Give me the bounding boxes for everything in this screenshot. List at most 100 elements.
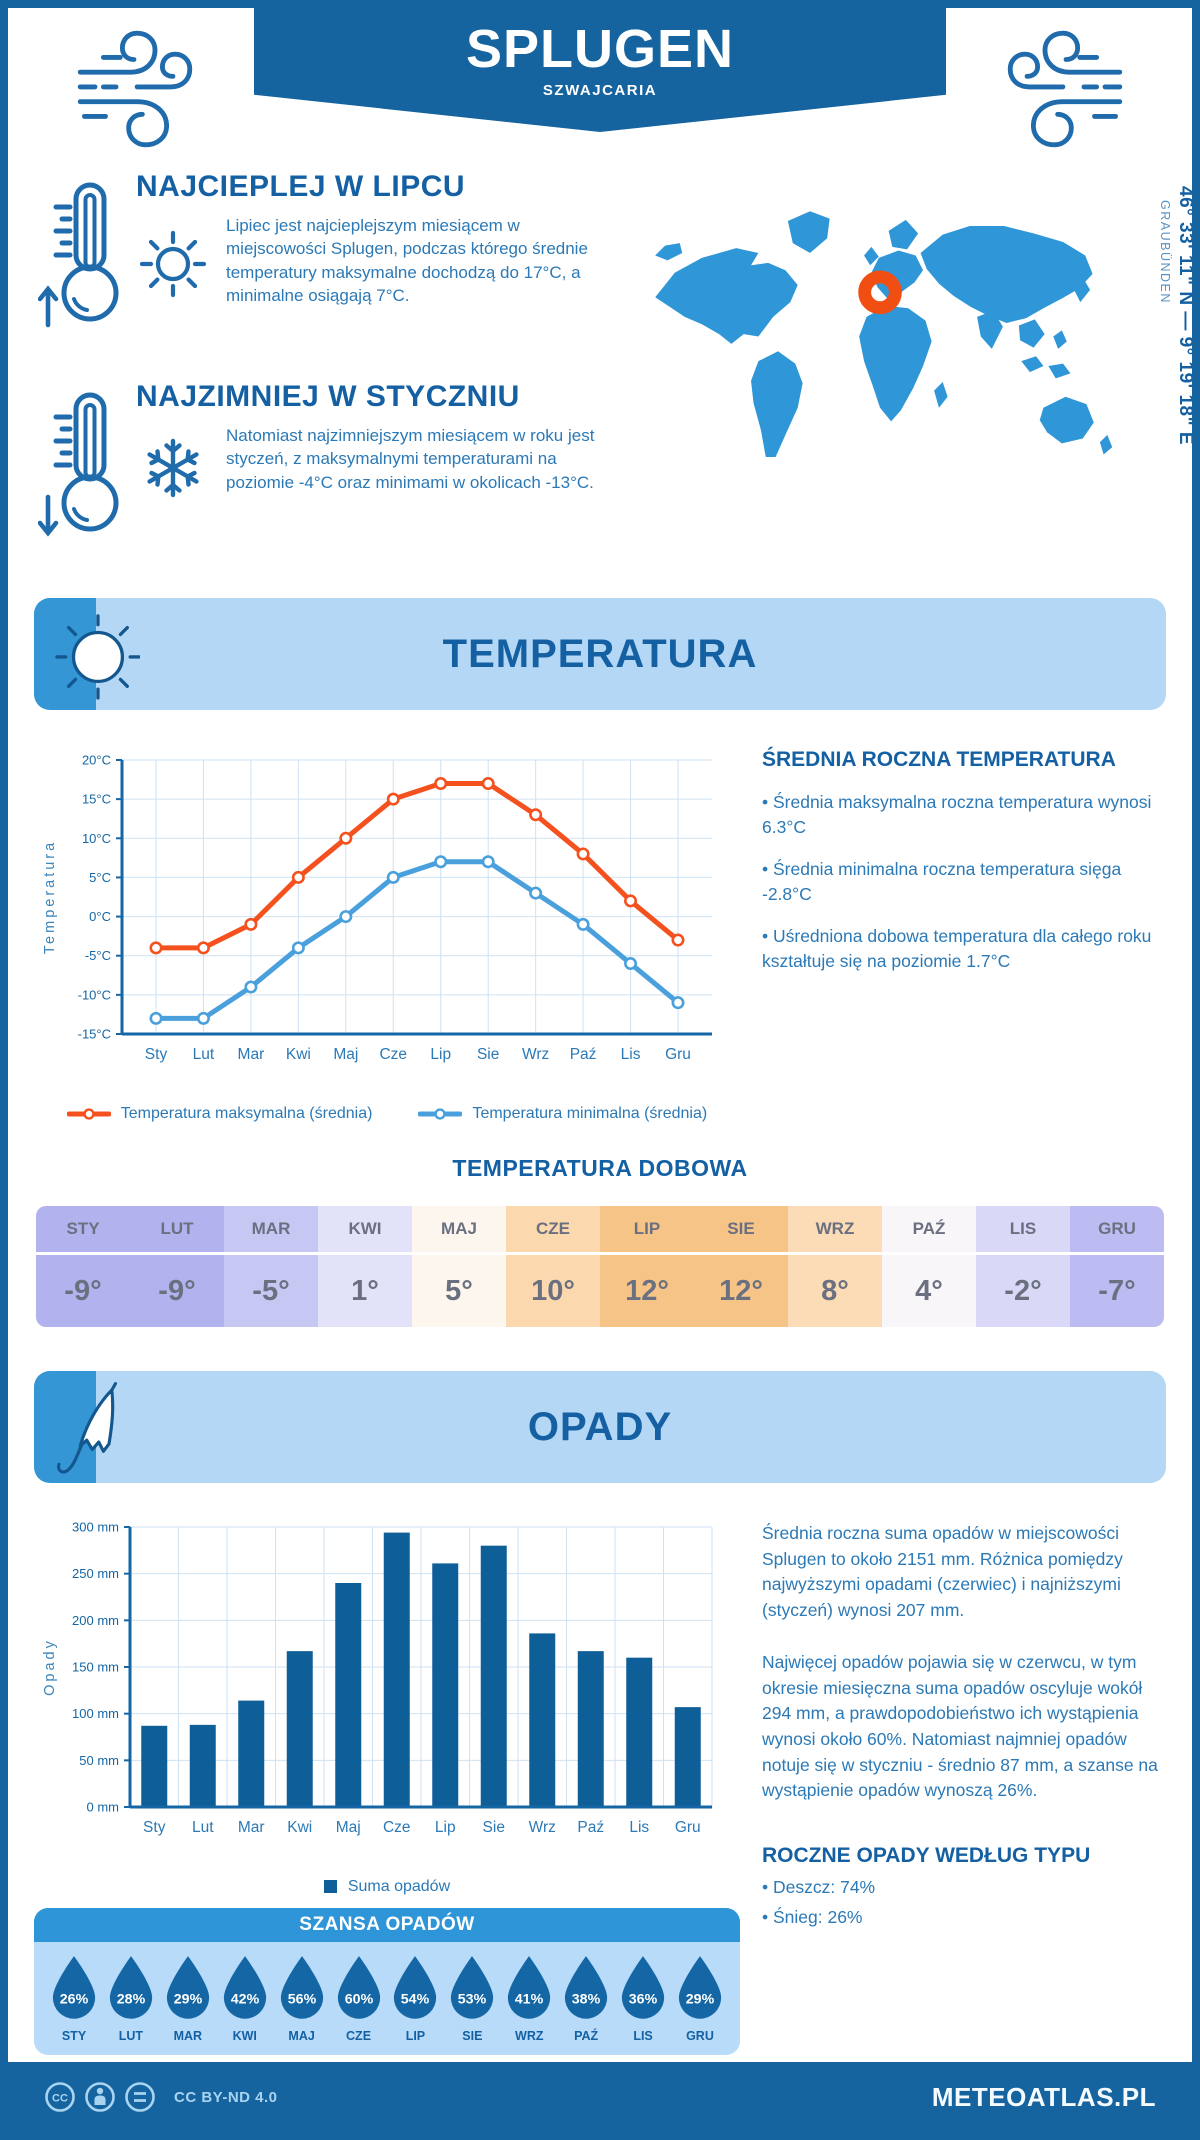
- bar: [626, 1657, 653, 1807]
- snowflake-icon: [147, 438, 199, 498]
- daily-temperature-title: TEMPERATURA DOBOWA: [452, 1155, 748, 1181]
- daily-temp-value: -9°: [130, 1255, 224, 1327]
- coordinates-label: 46° 33' 11" N — 9° 19' 18" E: [1175, 186, 1196, 446]
- legend-item: Temperatura minimalna (średnia): [418, 1105, 707, 1123]
- bar: [189, 1724, 216, 1807]
- bar: [529, 1633, 556, 1807]
- svg-text:250 mm: 250 mm: [72, 1566, 119, 1581]
- water-drop-icon: [508, 1956, 551, 2019]
- water-drop-icon: [337, 1956, 380, 2019]
- drop-month-label: LIS: [633, 2029, 653, 2043]
- svg-text:29%: 29%: [174, 1991, 203, 2007]
- summary-bullet: • Uśredniona dobowa temperatura dla całe…: [762, 926, 1152, 971]
- daily-temp-month: SIE: [694, 1206, 788, 1252]
- water-drop-icon: [394, 1956, 437, 2019]
- legend-label: Temperatura minimalna (średnia): [472, 1105, 708, 1122]
- coldest-text: Natomiast najzimniejszym miesiącem w rok…: [226, 426, 595, 492]
- daily-temp-month: PAŹ: [882, 1206, 976, 1252]
- x-tick-label: Cze: [379, 1046, 407, 1063]
- footer: CC CC BY-ND 4.0 METEOATLAS.PL: [8, 2062, 1192, 2132]
- data-point: [671, 933, 685, 947]
- x-tick-label: Maj: [336, 1819, 361, 1836]
- thermometer-up-icon: [38, 182, 119, 328]
- data-point: [244, 980, 258, 994]
- svg-text:29%: 29%: [686, 1991, 715, 2007]
- x-tick-label: Mar: [238, 1819, 265, 1836]
- water-drop-icon: [565, 1956, 608, 2019]
- svg-text:20°C: 20°C: [82, 753, 111, 768]
- x-tick-label: Lut: [193, 1046, 215, 1063]
- legend-item: Suma opadów: [323, 1878, 451, 1896]
- daily-temp-month: GRU: [1070, 1206, 1164, 1252]
- data-point: [196, 1011, 210, 1025]
- x-tick-label: Lip: [435, 1819, 456, 1836]
- warmest-month-block: NAJCIEPLEJ W LIPCU Lipiec jest najci: [38, 170, 638, 338]
- drop-month-label: SIE: [462, 2029, 483, 2043]
- region-label: GRAUBÜNDEN: [1158, 200, 1172, 304]
- x-tick-label: Sty: [145, 1046, 168, 1063]
- drop-month-label: LIP: [405, 2029, 426, 2043]
- wind-icon: [1007, 30, 1123, 148]
- temperature-title: TEMPERATURA: [442, 631, 758, 676]
- svg-text:56%: 56%: [287, 1991, 316, 2007]
- data-point: [481, 855, 495, 869]
- precip-chance-drop: 56% MAJ: [276, 1954, 328, 2043]
- drop-month-label: PAŹ: [574, 2029, 599, 2043]
- daily-temp-month: KWI: [318, 1206, 412, 1252]
- svg-text:60%: 60%: [344, 1991, 373, 2007]
- intro-text-column: NAJCIEPLEJ W LIPCU Lipiec jest najci: [38, 170, 638, 584]
- daily-temp-value: 8°: [788, 1255, 882, 1327]
- temperature-line-chart: -15°C -10°C -5°C 0°C 5°C 10°C 15°C 20°C Sty Lut Ma…: [42, 753, 712, 1063]
- drop-month-label: KWI: [232, 2029, 257, 2043]
- data-point: [339, 910, 353, 924]
- type-bullet: • Śnieg: 26%: [762, 1907, 863, 1928]
- warmest-heading: NAJCIEPLEJ W LIPCU: [136, 170, 466, 203]
- precip-chance-drop: 41% WRZ: [503, 1954, 555, 2043]
- header: SPLUGEN SZWAJCARIA: [8, 8, 1192, 148]
- data-point: [529, 808, 543, 822]
- sun-icon: [139, 230, 207, 298]
- precip-chance-drop: 29% GRU: [674, 1954, 726, 2043]
- chart-line: [156, 780, 680, 951]
- daily-temp-value: -5°: [224, 1255, 318, 1327]
- svg-text:38%: 38%: [572, 1991, 601, 2007]
- coldest-heading: NAJZIMNIEJ W STYCZNIU: [136, 380, 520, 413]
- data-point: [576, 847, 590, 861]
- svg-text:50 mm: 50 mm: [79, 1753, 119, 1768]
- data-point: [671, 996, 685, 1010]
- intro-section: NAJCIEPLEJ W LIPCU Lipiec jest najci: [8, 140, 1192, 584]
- drop-month-label: LUT: [118, 2029, 144, 2043]
- license-label: CC BY-ND 4.0: [174, 2088, 278, 2106]
- svg-text:Temperatura: Temperatura: [42, 840, 58, 954]
- wind-icon: [77, 30, 193, 148]
- x-tick-label: Sty: [143, 1819, 166, 1836]
- summary-bullet: • Średnia minimalna roczna temperatura s…: [762, 859, 1122, 904]
- bar: [432, 1563, 459, 1807]
- bar: [674, 1707, 701, 1807]
- svg-text:26%: 26%: [60, 1991, 89, 2007]
- thermometer-down-icon: [38, 392, 119, 537]
- daily-temp-value: 1°: [318, 1255, 412, 1327]
- daily-temp-value: 4°: [882, 1255, 976, 1327]
- daily-temp-month: LIP: [600, 1206, 694, 1252]
- temperature-banner: TEMPERATURA: [34, 598, 1166, 710]
- daily-temp-value: 5°: [412, 1255, 506, 1327]
- water-drop-icon: [223, 1956, 266, 2019]
- x-tick-label: Cze: [383, 1819, 411, 1836]
- precipitation-paragraph: Średnia roczna suma opadów w miejscowośc…: [762, 1523, 1123, 1621]
- summary-bullet: • Średnia maksymalna roczna temperatura …: [762, 792, 1152, 837]
- bar: [335, 1583, 362, 1807]
- precipitation-banner: OPADY: [34, 1371, 1166, 1483]
- data-point: [244, 917, 258, 931]
- temperature-chart-legend: Temperatura maksymalna (średnia) Temperat…: [34, 1105, 740, 1123]
- x-tick-label: Lut: [192, 1819, 214, 1836]
- data-point: [291, 941, 305, 955]
- x-tick-label: Sie: [483, 1819, 505, 1836]
- drop-month-label: WRZ: [515, 2029, 544, 2043]
- water-drop-icon: [109, 1956, 153, 2019]
- x-tick-label: Lis: [629, 1819, 649, 1836]
- legend-label: Temperatura maksymalna (średnia): [120, 1105, 373, 1122]
- legend-label: Suma opadów: [347, 1878, 451, 1895]
- license-group: CC CC BY-ND 4.0: [44, 2080, 278, 2114]
- drop-month-label: GRU: [686, 2029, 714, 2043]
